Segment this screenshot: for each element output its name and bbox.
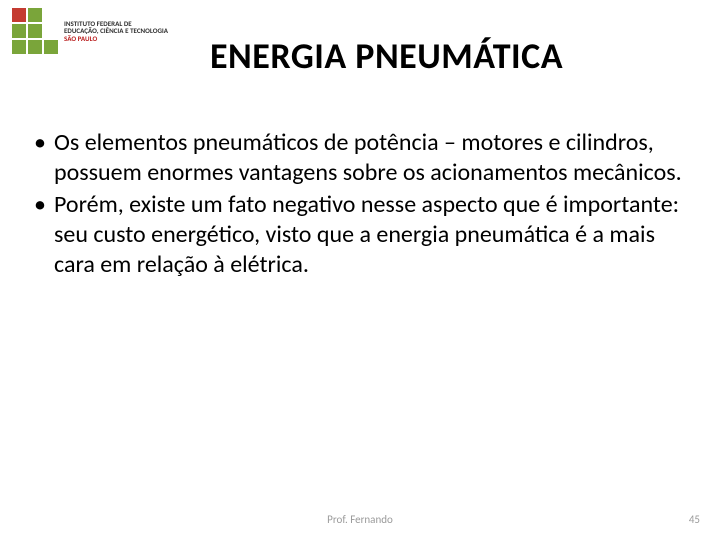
logo-sq [28, 8, 42, 22]
logo-sq [28, 24, 42, 38]
logo-squares [12, 8, 58, 54]
logo-text: INSTITUTO FEDERAL DE EDUCAÇÃO, CIÊNCIA E… [64, 20, 168, 42]
logo-sq [12, 8, 26, 22]
logo-line3: SÃO PAULO [64, 35, 168, 42]
institution-logo: INSTITUTO FEDERAL DE EDUCAÇÃO, CIÊNCIA E… [12, 8, 168, 54]
slide-title: ENERGIA PNEUMÁTICA [210, 34, 700, 78]
page-number: 45 [689, 513, 700, 526]
logo-sq [12, 24, 26, 38]
bullet-item: • Porém, existe um fato negativo nesse a… [34, 190, 686, 280]
logo-sq [44, 40, 58, 54]
bullet-marker: • [34, 190, 54, 220]
logo-sq [28, 40, 42, 54]
bullet-marker: • [34, 128, 54, 158]
logo-sq [44, 24, 58, 38]
bullet-item: • Os elementos pneumáticos de potência –… [34, 128, 686, 188]
footer-author: Prof. Fernando [0, 513, 720, 526]
bullet-text: Os elementos pneumáticos de potência – m… [54, 128, 686, 188]
slide-body: • Os elementos pneumáticos de potência –… [34, 128, 686, 282]
bullet-text: Porém, existe um fato negativo nesse asp… [54, 190, 686, 280]
logo-sq [12, 40, 26, 54]
logo-sq [44, 8, 58, 22]
